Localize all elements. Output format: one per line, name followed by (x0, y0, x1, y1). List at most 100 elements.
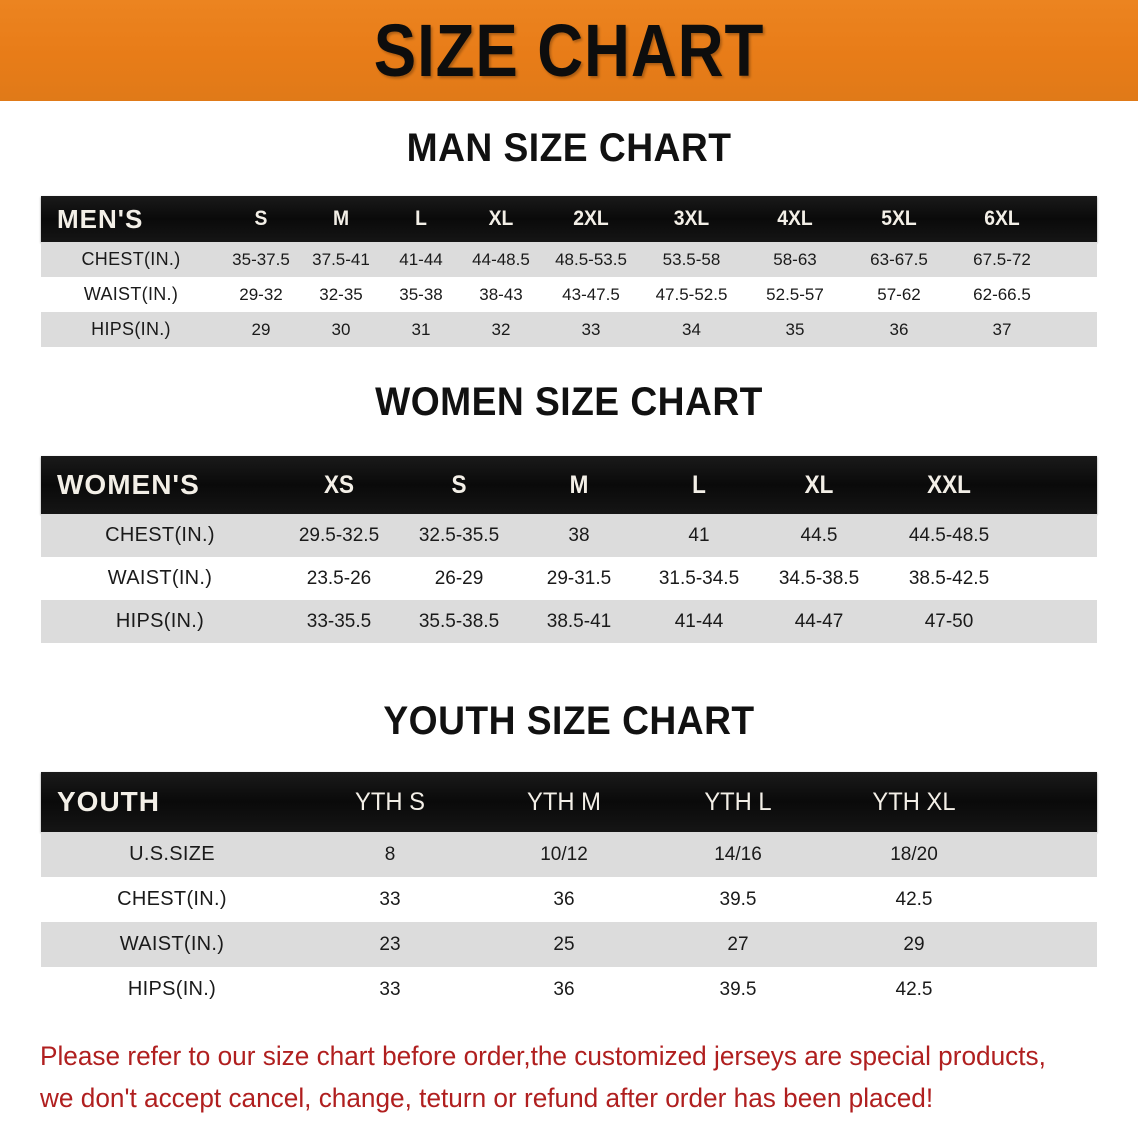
header-size-2xl: 2XL (573, 207, 609, 230)
header-size-yth-s: YTH S (355, 787, 425, 816)
cell-hips-5xl: 36 (889, 319, 909, 339)
cell-chest-yth-l: 39.5 (719, 888, 757, 910)
cell-chest-m: 37.5-41 (312, 249, 370, 269)
cell-waist-yth-m: 25 (553, 933, 575, 955)
header-size-s: S (254, 207, 268, 230)
cell-chest-yth-m: 36 (553, 888, 575, 910)
row-label-chest: CHEST(IN.) (117, 888, 227, 910)
header-size-xl: XL (488, 207, 514, 230)
page-banner: SIZE CHART (0, 0, 1138, 101)
cell-waist-5xl: 57-62 (877, 284, 921, 304)
cell-hips-m: 30 (331, 319, 351, 339)
header-size-xl: XL (804, 470, 834, 499)
cell-hips-s: 35.5-38.5 (418, 610, 500, 632)
table-header-row: YOUTH YTH S YTH M YTH L YTH XL (41, 772, 1097, 832)
table-header-row: MEN'S S M L XL 2XL 3XL 4XL 5XL 6XL (41, 196, 1097, 242)
cell-waist-m: 29-31.5 (546, 567, 612, 589)
cell-hips-4xl: 35 (785, 319, 805, 339)
cell-hips-l: 41-44 (674, 610, 724, 632)
cell-hips-xl: 44-47 (794, 610, 844, 632)
cell-waist-yth-s: 23 (379, 933, 401, 955)
cell-hips-xxl: 47-50 (924, 610, 974, 632)
cell-waist-l: 35-38 (399, 284, 443, 304)
cell-chest-yth-xl: 42.5 (895, 888, 933, 910)
header-size-s: S (451, 470, 467, 499)
table-row: HIPS(IN.) 33 36 39.5 42.5 (41, 967, 1097, 1012)
table-row: WAIST(IN.) 29-32 32-35 35-38 38-43 43-47… (41, 277, 1097, 312)
section-title-youth: YOUTH SIZE CHART (383, 699, 755, 743)
header-size-yth-l: YTH L (704, 787, 772, 816)
cell-waist-4xl: 52.5-57 (766, 284, 824, 304)
women-size-table: WOMEN'S XS S M L XL XXL CHEST(IN.) 29.5-… (41, 456, 1097, 643)
header-label-womens: WOMEN'S (57, 469, 200, 500)
table-row: HIPS(IN.) 33-35.5 35.5-38.5 38.5-41 41-4… (41, 600, 1097, 643)
cell-hips-yth-s: 33 (379, 978, 401, 1000)
cell-hips-yth-l: 39.5 (719, 978, 757, 1000)
header-size-4xl: 4XL (777, 207, 813, 230)
cell-chest-l: 41-44 (399, 249, 443, 269)
disclaimer-line-2: we don't accept cancel, change, teturn o… (40, 1082, 934, 1113)
cell-waist-m: 32-35 (319, 284, 363, 304)
cell-chest-4xl: 58-63 (773, 249, 817, 269)
cell-waist-3xl: 47.5-52.5 (655, 284, 728, 304)
header-size-yth-m: YTH M (527, 787, 601, 816)
header-size-xs: XS (323, 470, 355, 499)
cell-hips-xs: 33-35.5 (306, 610, 372, 632)
disclaimer-line-1: Please refer to our size chart before or… (40, 1041, 1046, 1071)
header-size-m: M (569, 470, 589, 499)
cell-hips-6xl: 37 (992, 319, 1012, 339)
header-size-m: M (332, 207, 350, 230)
cell-chest-5xl: 63-67.5 (870, 249, 928, 269)
cell-waist-yth-xl: 29 (903, 933, 925, 955)
header-size-yth-xl: YTH XL (872, 787, 956, 816)
cell-hips-2xl: 33 (581, 319, 601, 339)
cell-waist-xs: 23.5-26 (306, 567, 372, 589)
cell-us-size-yth-m: 10/12 (540, 843, 588, 865)
table-header-row: WOMEN'S XS S M L XL XXL (41, 456, 1097, 514)
table-row: CHEST(IN.) 29.5-32.5 32.5-35.5 38 41 44.… (41, 514, 1097, 557)
row-label-waist: WAIST(IN.) (83, 284, 179, 304)
header-size-xxl: XXL (927, 470, 971, 499)
cell-chest-yth-s: 33 (379, 888, 401, 910)
cell-chest-xxl: 44.5-48.5 (908, 524, 990, 546)
cell-hips-m: 38.5-41 (546, 610, 612, 632)
cell-hips-s: 29 (251, 319, 271, 339)
disclaimer-note: Please refer to our size chart before or… (40, 1036, 1068, 1120)
section-title-women: WOMEN SIZE CHART (375, 380, 763, 424)
cell-chest-6xl: 67.5-72 (973, 249, 1031, 269)
header-size-l: L (415, 207, 427, 230)
cell-chest-2xl: 48.5-53.5 (555, 249, 627, 269)
header-size-3xl: 3XL (673, 207, 710, 230)
table-row: U.S.SIZE 8 10/12 14/16 18/20 (41, 832, 1097, 877)
page-title: SIZE CHART (373, 8, 765, 92)
cell-us-size-yth-l: 14/16 (714, 843, 762, 865)
header-size-6xl: 6XL (984, 207, 1020, 230)
table-row: WAIST(IN.) 23 25 27 29 (41, 922, 1097, 967)
cell-waist-xl: 34.5-38.5 (778, 567, 860, 589)
row-label-hips: HIPS(IN.) (91, 319, 171, 339)
cell-waist-xl: 38-43 (479, 284, 523, 304)
table-row: WAIST(IN.) 23.5-26 26-29 29-31.5 31.5-34… (41, 557, 1097, 600)
man-size-table: MEN'S S M L XL 2XL 3XL 4XL 5XL 6XL CHEST… (41, 196, 1097, 347)
row-label-waist: WAIST(IN.) (119, 933, 225, 955)
cell-chest-xl: 44.5 (800, 524, 838, 546)
cell-hips-yth-m: 36 (553, 978, 575, 1000)
cell-waist-s: 26-29 (434, 567, 484, 589)
cell-waist-2xl: 43-47.5 (562, 284, 620, 304)
cell-waist-6xl: 62-66.5 (973, 284, 1031, 304)
cell-hips-l: 31 (411, 319, 431, 339)
table-row: CHEST(IN.) 35-37.5 37.5-41 41-44 44-48.5… (41, 242, 1097, 277)
cell-chest-xs: 29.5-32.5 (298, 524, 380, 546)
youth-size-table: YOUTH YTH S YTH M YTH L YTH XL U.S.SIZE … (41, 772, 1097, 1012)
row-label-chest: CHEST(IN.) (81, 249, 181, 269)
cell-waist-l: 31.5-34.5 (658, 567, 740, 589)
cell-us-size-yth-xl: 18/20 (890, 843, 938, 865)
cell-chest-3xl: 53.5-58 (662, 249, 721, 269)
cell-waist-xxl: 38.5-42.5 (908, 567, 990, 589)
cell-chest-xl: 44-48.5 (472, 249, 530, 269)
cell-waist-yth-l: 27 (727, 933, 749, 955)
cell-us-size-yth-s: 8 (384, 843, 396, 865)
cell-hips-3xl: 34 (682, 319, 701, 339)
cell-chest-s: 32.5-35.5 (418, 524, 500, 546)
row-label-hips: HIPS(IN.) (115, 610, 205, 632)
